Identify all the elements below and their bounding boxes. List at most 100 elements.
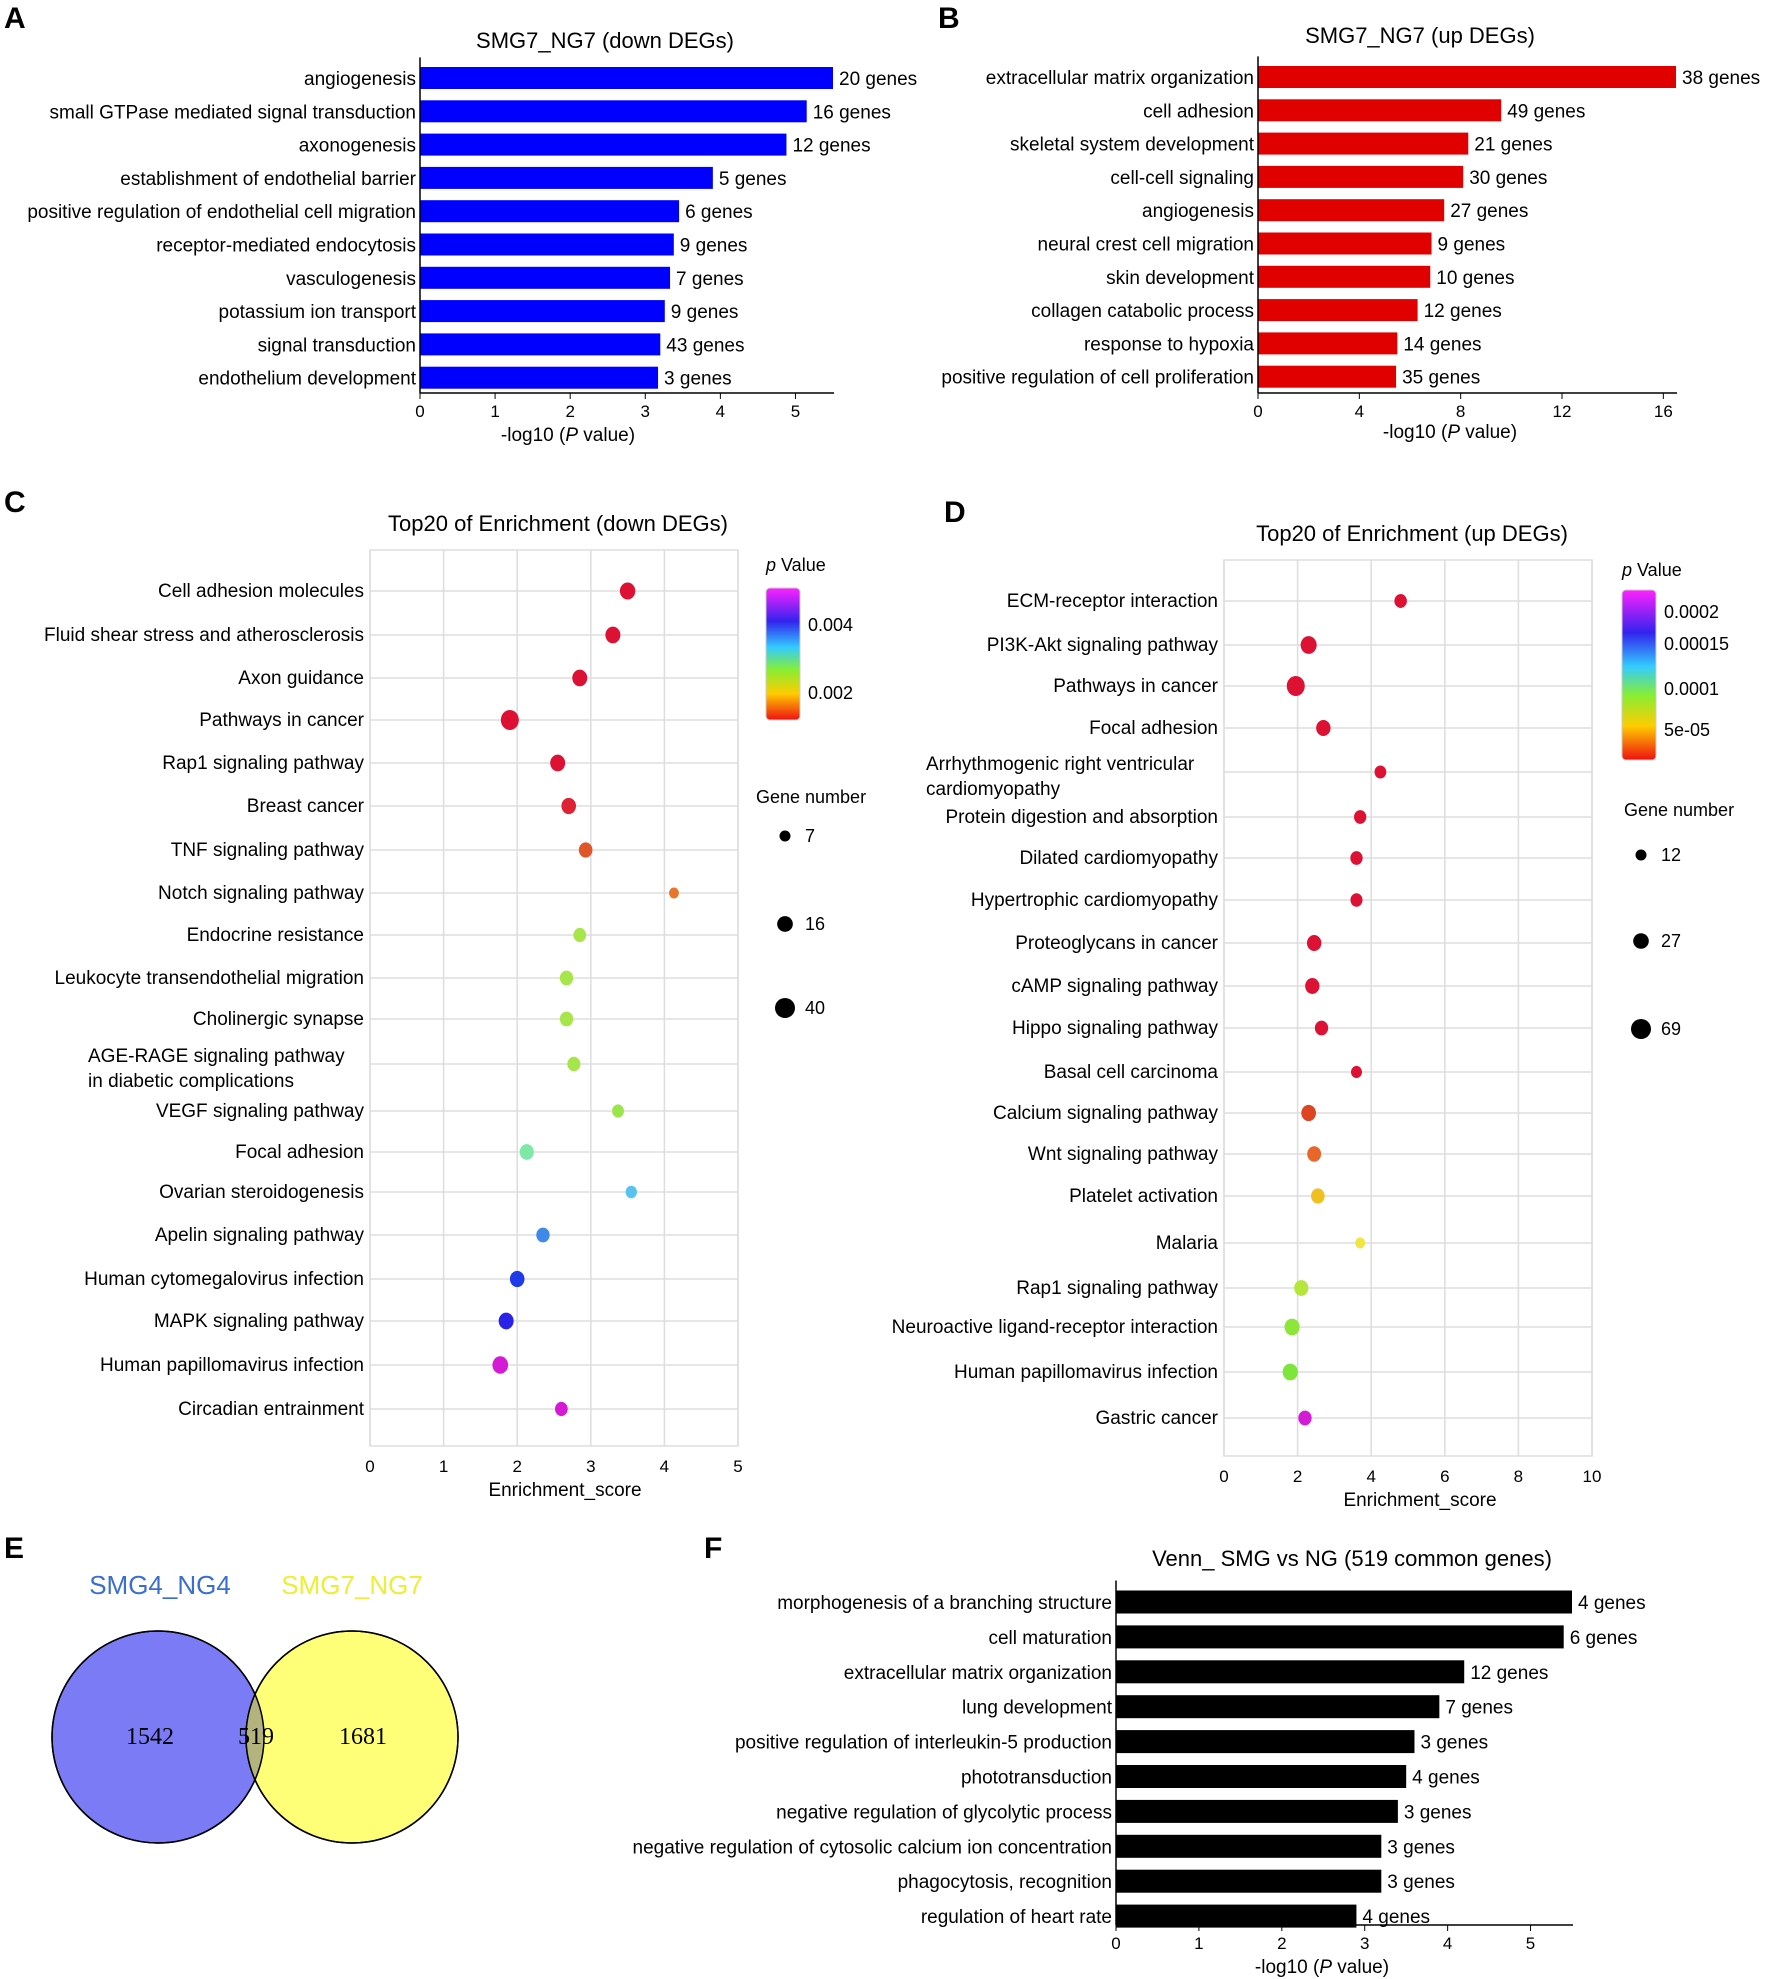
bar: [420, 133, 787, 156]
data-label: 21 genes: [1474, 135, 1552, 156]
bar: [1258, 132, 1469, 155]
category-label: Pathways in cancer: [199, 710, 364, 731]
data-label: 6 genes: [685, 202, 753, 223]
data-label: 9 genes: [1438, 235, 1506, 256]
size-legend-label: 12: [1661, 845, 1681, 865]
data-point: [554, 1401, 568, 1417]
size-legend-label: 40: [805, 998, 825, 1018]
data-label: 5 genes: [719, 169, 787, 190]
data-point: [561, 797, 577, 815]
bar: [420, 366, 659, 389]
panel-a-bar-chart: SMG7_NG7 (down DEGs) angiogenesis 20 genes…: [27, 28, 917, 446]
size-legend-title: Gene number: [1624, 800, 1734, 820]
size-legend-dot: [775, 998, 795, 1018]
category-label: extracellular matrix organization: [844, 1663, 1112, 1684]
panel-e-venn: SMG4_NG4 SMG7_NG7 1542 519 1681: [51, 1570, 459, 1844]
category-label: morphogenesis of a branching structure: [777, 1593, 1112, 1614]
category-label: small GTPase mediated signal transductio…: [50, 102, 416, 123]
category-label: Breast cancer: [247, 796, 365, 817]
data-label: 16 genes: [813, 102, 891, 123]
x-tick-label: 6: [1440, 1467, 1449, 1486]
plot-frame: [369, 549, 739, 1447]
data-label: 12 genes: [792, 136, 870, 157]
x-axis-label-italic: P: [1319, 1957, 1332, 1978]
category-label: receptor-mediated endocytosis: [156, 236, 416, 257]
panel-c-dot-plot: Top20 of Enrichment (down DEGs) 0 1 2 3 4 5 Cel…: [44, 511, 866, 1501]
category-label: Focal adhesion: [235, 1142, 364, 1163]
bar: [1258, 332, 1398, 355]
category-label: neural crest cell migration: [1038, 235, 1254, 256]
data-point: [1374, 765, 1387, 779]
colorbar-title: p Value: [765, 555, 826, 575]
bar: [420, 266, 671, 289]
size-legend-label: 27: [1661, 931, 1681, 951]
data-point: [1394, 594, 1407, 608]
size-legend-label: 7: [805, 826, 815, 846]
category-label: Circadian entrainment: [178, 1399, 365, 1420]
colorbar-title: p Value: [1621, 560, 1682, 580]
bar: [420, 100, 807, 123]
x-tick-label: 1: [1194, 1934, 1203, 1953]
chart-title: SMG7_NG7 (down DEGs): [476, 28, 734, 53]
size-legend-label: 16: [805, 914, 825, 934]
bar: [1116, 1799, 1398, 1823]
bar: [1116, 1834, 1382, 1858]
x-axis-label: Enrichment_score: [1343, 1490, 1496, 1511]
bar: [1258, 265, 1431, 288]
x-tick-label: 3: [586, 1457, 595, 1476]
venn-left-label: SMG4_NG4: [89, 1570, 231, 1600]
data-point: [1282, 1363, 1298, 1381]
category-label: extracellular matrix organization: [986, 68, 1254, 89]
bar: [1258, 66, 1676, 88]
bar: [1116, 1590, 1572, 1614]
category-label: positive regulation of endothelial cell …: [27, 202, 416, 223]
chart-title: SMG7_NG7 (up DEGs): [1305, 23, 1535, 48]
x-axis-label-prefix: -log10 (: [501, 425, 566, 446]
colorbar: [1621, 589, 1657, 761]
category-label: skeletal system development: [1010, 135, 1255, 156]
bar: [1258, 365, 1397, 388]
data-point: [1300, 636, 1317, 654]
chart-title: Venn_ SMG vs NG (519 common genes): [1152, 1546, 1552, 1571]
panel-label-b: B: [938, 2, 960, 35]
category-label: regulation of heart rate: [921, 1907, 1112, 1928]
category-label: Hypertrophic cardiomyopathy: [971, 890, 1219, 911]
category-label: Pathways in cancer: [1053, 676, 1218, 697]
data-label: 27 genes: [1450, 201, 1528, 222]
data-label: 3 genes: [1404, 1802, 1472, 1823]
data-label: 4 genes: [1412, 1768, 1480, 1789]
category-label: Rap1 signaling pathway: [1016, 1278, 1218, 1299]
bar: [1116, 1695, 1440, 1719]
category-label: Endocrine resistance: [187, 925, 364, 946]
x-tick-label: 0: [1111, 1934, 1120, 1953]
x-axis-label: -log10 (P value): [501, 425, 635, 446]
colorbar-tick-label: 5e-05: [1664, 720, 1710, 740]
venn-right-label: SMG7_NG7: [281, 1570, 423, 1600]
category-label: Leukocyte transendothelial migration: [55, 968, 364, 989]
category-label: positive regulation of cell proliferatio…: [941, 368, 1254, 389]
bar: [1116, 1660, 1465, 1684]
category-label: Dilated cardiomyopathy: [1019, 848, 1218, 869]
colorbar-title-rest: Value: [776, 555, 826, 575]
category-label: Malaria: [1156, 1233, 1219, 1254]
x-tick-label: 1: [439, 1457, 448, 1476]
panel-f-bar-chart: Venn_ SMG vs NG (519 common genes) morpho…: [633, 1546, 1646, 1978]
bar: [1258, 299, 1418, 322]
colorbar-tick-label: 0.00015: [1664, 634, 1729, 654]
category-label: Fluid shear stress and atherosclerosis: [44, 625, 364, 646]
bar: [1258, 199, 1445, 222]
data-point: [492, 1356, 509, 1374]
category-label: Neuroactive ligand-receptor interaction: [892, 1317, 1218, 1338]
x-tick-label: 4: [1443, 1934, 1452, 1953]
category-label: endothelium development: [198, 369, 416, 390]
data-label: 14 genes: [1403, 334, 1481, 355]
x-axis-label: -log10 (P value): [1255, 1957, 1389, 1978]
category-label: Cholinergic synapse: [193, 1009, 364, 1030]
category-label: positive regulation of interleukin-5 pro…: [735, 1733, 1112, 1754]
data-label: 4 genes: [1578, 1593, 1646, 1614]
data-label: 9 genes: [680, 236, 748, 257]
category-label: Human cytomegalovirus infection: [84, 1269, 364, 1290]
colorbar-tick-label: 0.004: [808, 615, 853, 635]
data-label: 49 genes: [1507, 101, 1585, 122]
